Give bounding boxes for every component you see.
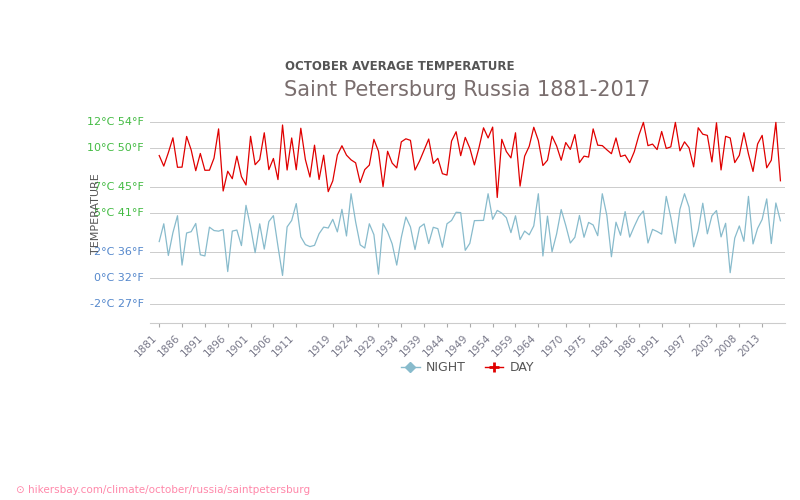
- Text: 5°C 41°F: 5°C 41°F: [94, 208, 144, 218]
- Text: 7°C 45°F: 7°C 45°F: [94, 182, 144, 192]
- Text: 12°C 54°F: 12°C 54°F: [87, 118, 144, 128]
- Legend: NIGHT, DAY: NIGHT, DAY: [396, 356, 539, 379]
- Text: -2°C 27°F: -2°C 27°F: [90, 299, 144, 309]
- Text: OCTOBER AVERAGE TEMPERATURE: OCTOBER AVERAGE TEMPERATURE: [286, 60, 514, 73]
- Text: 10°C 50°F: 10°C 50°F: [87, 144, 144, 154]
- Text: TEMPERATURE: TEMPERATURE: [91, 173, 101, 254]
- Text: ⊙ hikersbay.com/climate/october/russia/saintpetersburg: ⊙ hikersbay.com/climate/october/russia/s…: [16, 485, 310, 495]
- Text: 0°C 32°F: 0°C 32°F: [94, 273, 144, 283]
- Text: 2°C 36°F: 2°C 36°F: [94, 247, 144, 257]
- Title: Saint Petersburg Russia 1881-2017: Saint Petersburg Russia 1881-2017: [285, 80, 650, 100]
